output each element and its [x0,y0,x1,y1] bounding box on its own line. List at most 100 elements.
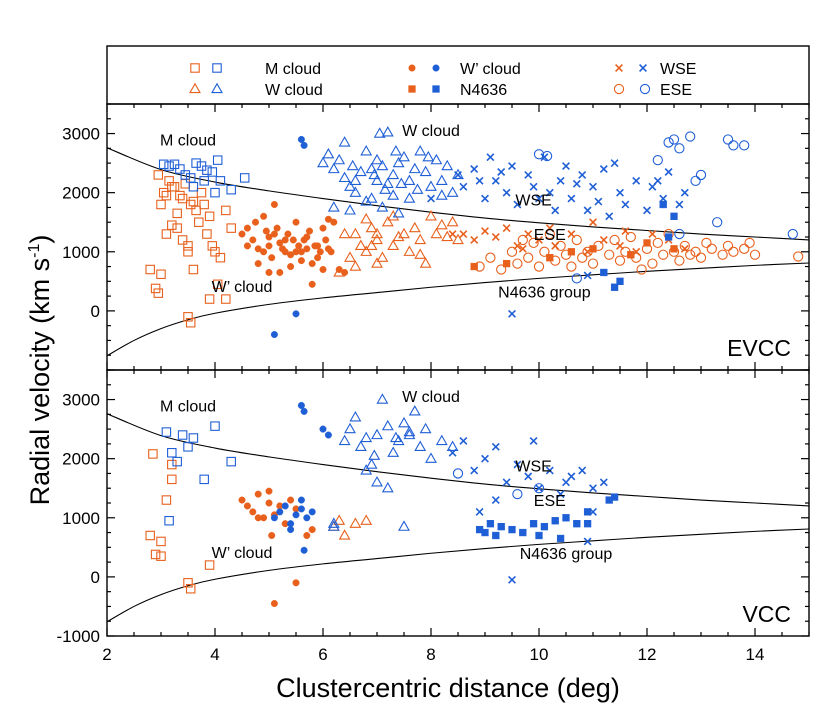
data-point [392,156,405,168]
data-point [492,531,500,540]
panel-evcc: 0 1000 2000 3000 M cloud W cloud WSE ESE W’ clou… [62,103,810,371]
series-w-cloud-blue [270,401,332,554]
data-point [371,153,383,165]
data-point [365,239,378,251]
data-point [297,135,305,143]
data-point [562,514,570,522]
data-point [276,239,284,247]
data-point [545,188,554,197]
data-point [577,252,588,263]
data-point [523,252,534,263]
data-point [180,179,191,189]
data-point [360,464,373,475]
data-point [706,243,717,254]
series-m-cloud-orange [145,449,215,594]
data-point [319,266,327,274]
data-point [180,170,191,180]
data-point [153,288,164,298]
data-point [728,246,739,257]
data-point [517,234,528,246]
data-point [314,254,322,262]
x-tick-label: 12 [638,645,657,664]
data-point [539,246,550,257]
data-point [481,528,489,537]
data-point [551,241,560,250]
caustic-curve [107,147,809,241]
data-point [324,215,332,223]
data-point [156,536,166,547]
data-point [621,200,630,209]
data-point [319,224,327,232]
data-point [300,407,308,415]
data-point [297,257,305,265]
data-point [368,168,381,180]
data-point [354,165,367,177]
data-point [690,246,701,257]
data-point [459,230,468,239]
data-point [524,170,533,179]
annotation: W’ cloud [212,279,273,296]
data-point [717,249,728,260]
series-ese-blue [452,468,545,500]
data-point [663,137,674,148]
data-point [419,257,432,268]
legend-label: WSE [660,61,696,78]
data-point [664,168,673,176]
data-point [567,248,576,256]
x-axis-label: Clustercentric distance (deg) [276,673,620,703]
annotation: W cloud [402,123,460,140]
data-point [403,245,416,256]
data-point [408,221,421,233]
series-n4636-blue [475,493,619,543]
data-point [616,188,624,197]
data-point [652,237,663,249]
data-point [573,520,581,528]
legend-marker-orange [190,63,200,73]
data-point [188,433,199,443]
caustic-curve [107,528,809,623]
data-point [387,239,400,251]
x-ticks [106,370,810,636]
data-point [610,493,619,501]
data-point [319,425,327,433]
data-point [470,235,479,244]
data-point [207,241,218,251]
data-point [679,240,690,252]
annotation: N4636 group [520,546,613,563]
data-point [599,478,608,487]
data-point [448,448,457,457]
data-point [371,233,383,245]
data-point [513,460,522,469]
data-point [373,127,386,138]
data-point [533,483,545,494]
data-point [533,261,545,272]
data-point [408,405,421,416]
series-m-cloud-blue [161,421,236,526]
data-point [685,249,696,260]
data-point [403,192,416,203]
data-point [196,187,207,198]
legend-entry-ese: ESE [613,82,692,99]
y-tick-label: 1000 [62,509,100,528]
y-axis-label-close: ) [25,235,55,244]
data-point [571,234,582,246]
data-point [722,134,734,145]
data-point [572,179,581,188]
caustic-curves [107,147,809,357]
annotation: N4636 group [498,284,591,301]
data-point [485,252,496,263]
data-point [221,205,231,216]
data-point [627,251,635,259]
data-point [441,159,454,171]
data-point [371,174,383,185]
series-ese-orange [474,228,804,275]
data-point [502,224,511,233]
data-point [273,224,281,232]
series-m-cloud-orange [145,170,236,328]
data-point [502,478,511,487]
data-point [327,162,340,174]
data-point [583,271,592,280]
data-point [491,442,500,451]
data-point [164,161,174,171]
data-points [145,126,804,339]
